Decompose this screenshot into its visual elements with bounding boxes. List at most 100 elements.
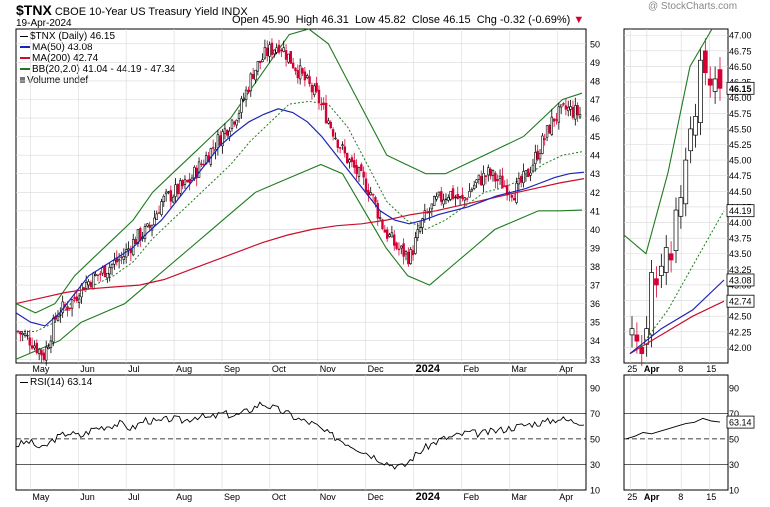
- detail-candle: [663, 247, 669, 273]
- y-tick-label: 42: [590, 188, 600, 198]
- candle: [26, 334, 29, 337]
- bb-upper-line: [15, 28, 583, 314]
- candle: [524, 170, 528, 175]
- candle: [200, 163, 203, 165]
- candle: [378, 217, 382, 219]
- y-tick-label: 45: [590, 132, 600, 142]
- candle: [84, 282, 88, 289]
- candle: [113, 260, 116, 265]
- rsi-panel-frame: [15, 374, 587, 491]
- x-tick-label: Sep: [224, 492, 240, 502]
- candle: [136, 229, 140, 244]
- candle: [411, 250, 415, 256]
- candle: [183, 179, 187, 185]
- detail-x-tick-label: 15: [706, 364, 716, 374]
- candle: [242, 98, 245, 101]
- candle: [451, 188, 455, 200]
- candle: [216, 134, 220, 149]
- candle: [440, 191, 443, 202]
- candle: [477, 174, 481, 180]
- candle: [23, 333, 27, 336]
- candle: [301, 68, 304, 74]
- candle: [117, 259, 121, 262]
- candle: [555, 119, 558, 121]
- candle: [308, 76, 311, 85]
- candle: [338, 147, 342, 149]
- x-tick-label: Dec: [368, 492, 385, 502]
- candle: [543, 138, 546, 140]
- candle: [520, 176, 523, 183]
- candle: [341, 144, 344, 147]
- y-tick-label: 47: [590, 95, 600, 105]
- x-tick-label: Aug: [176, 364, 192, 374]
- candle: [268, 44, 271, 57]
- candle: [404, 251, 408, 255]
- candle: [416, 229, 419, 238]
- candle: [385, 229, 389, 239]
- open-value: 45.90: [261, 14, 290, 26]
- candle: [280, 49, 283, 52]
- candle: [501, 175, 504, 189]
- detail-y-tick-label: 44.75: [729, 171, 752, 181]
- candle: [228, 130, 231, 137]
- candle: [70, 299, 74, 309]
- candle: [364, 178, 368, 193]
- detail-candle: [654, 278, 659, 286]
- y-tick-label: 35: [590, 318, 600, 328]
- candle: [237, 113, 241, 119]
- candle: [465, 198, 469, 200]
- candle: [395, 242, 398, 249]
- detail-candle: [649, 272, 654, 336]
- candle: [235, 119, 238, 126]
- x-tick-label: Jul: [128, 364, 140, 374]
- x-tick-label: Apr: [559, 492, 573, 502]
- x-tick-label: Jun: [80, 364, 95, 374]
- detail-x-tick-label: Apr: [644, 364, 660, 374]
- candle: [171, 196, 175, 203]
- detail-y-tick-label: 44.50: [729, 187, 752, 197]
- down-arrow-icon: ▼: [573, 14, 585, 26]
- candle: [397, 248, 401, 251]
- candle: [157, 212, 161, 214]
- candle: [578, 114, 582, 118]
- candle: [155, 213, 158, 220]
- bb-middle-line: [16, 100, 583, 332]
- candle: [541, 135, 544, 154]
- legend-bb: BB(20,2.0) 41.04 - 44.19 - 47.34: [20, 64, 175, 75]
- x-tick-label: Feb: [463, 492, 479, 502]
- candle: [574, 105, 577, 120]
- candle: [456, 194, 459, 199]
- rsi-tick-label: 10: [729, 486, 739, 496]
- ohlc-readout: Open 45.90 High 46.31 Low 45.82 Close 46…: [232, 14, 585, 26]
- candle: [322, 102, 325, 106]
- rsi-line: [15, 401, 585, 470]
- candle: [122, 256, 126, 260]
- price-marker-box: [726, 204, 755, 218]
- candle: [256, 61, 260, 72]
- y-tick-label: 44: [590, 151, 600, 161]
- candle: [418, 227, 422, 232]
- candle: [324, 102, 328, 124]
- candle: [160, 201, 163, 216]
- detail-y-tick-label: 45.00: [729, 156, 752, 166]
- candle: [430, 203, 434, 210]
- detail-panel-frame: [623, 28, 729, 364]
- candle: [461, 194, 464, 199]
- candle: [317, 89, 321, 104]
- price-marker-label: 44.19: [729, 206, 752, 216]
- watermark: @ StockCharts.com: [648, 1, 738, 12]
- candle: [186, 180, 189, 182]
- candle: [536, 150, 539, 160]
- candle: [444, 198, 448, 201]
- candle: [550, 116, 553, 135]
- y-tick-label: 43: [590, 169, 600, 179]
- candle: [360, 164, 363, 172]
- candle: [176, 183, 180, 195]
- candle: [336, 139, 339, 148]
- detail-candle: [712, 78, 718, 92]
- y-tick-label: 41: [590, 206, 600, 216]
- candle: [310, 84, 314, 93]
- candle: [75, 296, 78, 301]
- candle: [89, 281, 93, 288]
- rsi-tick-label: 70: [590, 409, 600, 419]
